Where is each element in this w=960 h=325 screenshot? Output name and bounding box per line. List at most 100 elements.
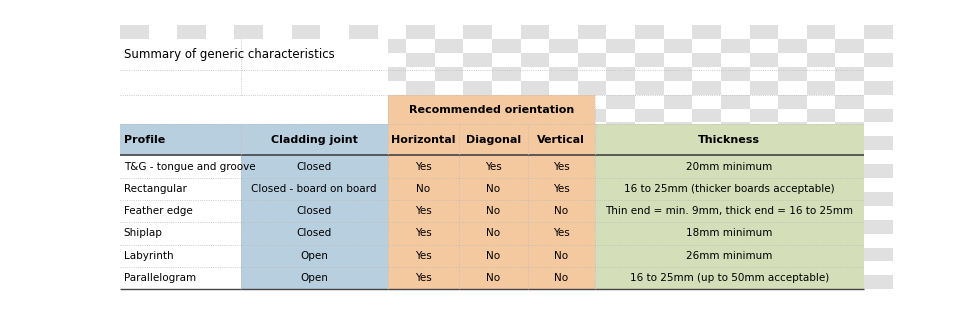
FancyBboxPatch shape	[388, 267, 594, 289]
FancyBboxPatch shape	[120, 220, 149, 234]
FancyBboxPatch shape	[377, 67, 406, 81]
FancyBboxPatch shape	[835, 39, 864, 53]
FancyBboxPatch shape	[779, 150, 806, 164]
FancyBboxPatch shape	[864, 109, 893, 123]
FancyBboxPatch shape	[492, 95, 520, 109]
FancyBboxPatch shape	[636, 81, 663, 95]
FancyBboxPatch shape	[607, 95, 636, 109]
FancyBboxPatch shape	[578, 192, 607, 206]
FancyBboxPatch shape	[234, 220, 263, 234]
FancyBboxPatch shape	[492, 178, 520, 192]
Text: Yes: Yes	[415, 273, 432, 283]
FancyBboxPatch shape	[750, 220, 779, 234]
FancyBboxPatch shape	[806, 25, 835, 39]
FancyBboxPatch shape	[721, 206, 750, 220]
FancyBboxPatch shape	[292, 109, 321, 123]
FancyBboxPatch shape	[435, 150, 464, 164]
FancyBboxPatch shape	[578, 25, 607, 39]
FancyBboxPatch shape	[292, 81, 321, 95]
Text: Yes: Yes	[553, 228, 569, 239]
FancyBboxPatch shape	[234, 248, 263, 261]
FancyBboxPatch shape	[520, 164, 549, 178]
FancyBboxPatch shape	[663, 234, 692, 248]
Text: Closed: Closed	[297, 228, 332, 239]
Text: Feather edge: Feather edge	[124, 206, 192, 216]
FancyBboxPatch shape	[205, 234, 234, 248]
FancyBboxPatch shape	[120, 192, 149, 206]
FancyBboxPatch shape	[692, 275, 721, 289]
FancyBboxPatch shape	[406, 25, 435, 39]
FancyBboxPatch shape	[377, 95, 406, 109]
FancyBboxPatch shape	[492, 123, 520, 136]
FancyBboxPatch shape	[692, 53, 721, 67]
FancyBboxPatch shape	[178, 81, 205, 95]
FancyBboxPatch shape	[607, 39, 636, 53]
Text: Yes: Yes	[415, 206, 432, 216]
FancyBboxPatch shape	[205, 67, 234, 81]
FancyBboxPatch shape	[692, 136, 721, 150]
FancyBboxPatch shape	[578, 53, 607, 67]
FancyBboxPatch shape	[263, 123, 292, 136]
FancyBboxPatch shape	[663, 261, 692, 275]
FancyBboxPatch shape	[120, 200, 241, 222]
FancyBboxPatch shape	[241, 245, 388, 267]
Text: Cladding joint: Cladding joint	[271, 135, 358, 145]
Text: Rectangular: Rectangular	[124, 184, 186, 194]
FancyBboxPatch shape	[406, 248, 435, 261]
FancyBboxPatch shape	[263, 67, 292, 81]
FancyBboxPatch shape	[636, 164, 663, 178]
Text: Profile: Profile	[124, 135, 165, 145]
FancyBboxPatch shape	[321, 123, 348, 136]
FancyBboxPatch shape	[120, 164, 149, 178]
Text: 18mm minimum: 18mm minimum	[686, 228, 773, 239]
Text: No: No	[486, 251, 500, 261]
FancyBboxPatch shape	[750, 248, 779, 261]
Text: T&G - tongue and groove: T&G - tongue and groove	[124, 162, 255, 172]
FancyBboxPatch shape	[520, 248, 549, 261]
FancyBboxPatch shape	[779, 234, 806, 248]
FancyBboxPatch shape	[406, 220, 435, 234]
FancyBboxPatch shape	[864, 164, 893, 178]
Text: 16 to 25mm (thicker boards acceptable): 16 to 25mm (thicker boards acceptable)	[624, 184, 834, 194]
FancyBboxPatch shape	[594, 245, 864, 267]
FancyBboxPatch shape	[806, 192, 835, 206]
FancyBboxPatch shape	[721, 150, 750, 164]
FancyBboxPatch shape	[388, 178, 594, 200]
FancyBboxPatch shape	[750, 81, 779, 95]
FancyBboxPatch shape	[120, 222, 241, 245]
FancyBboxPatch shape	[692, 81, 721, 95]
FancyBboxPatch shape	[721, 123, 750, 136]
Text: Yes: Yes	[553, 184, 569, 194]
FancyBboxPatch shape	[149, 261, 178, 275]
FancyBboxPatch shape	[205, 39, 234, 53]
FancyBboxPatch shape	[388, 200, 594, 222]
FancyBboxPatch shape	[835, 67, 864, 81]
FancyBboxPatch shape	[435, 206, 464, 220]
FancyBboxPatch shape	[348, 53, 377, 67]
FancyBboxPatch shape	[721, 234, 750, 248]
FancyBboxPatch shape	[578, 220, 607, 234]
FancyBboxPatch shape	[750, 275, 779, 289]
FancyBboxPatch shape	[321, 206, 348, 220]
FancyBboxPatch shape	[348, 192, 377, 206]
FancyBboxPatch shape	[636, 275, 663, 289]
FancyBboxPatch shape	[492, 234, 520, 248]
Text: Open: Open	[300, 251, 328, 261]
FancyBboxPatch shape	[549, 95, 578, 109]
FancyBboxPatch shape	[388, 245, 594, 267]
FancyBboxPatch shape	[388, 222, 594, 245]
FancyBboxPatch shape	[120, 155, 241, 178]
FancyBboxPatch shape	[464, 136, 492, 150]
FancyBboxPatch shape	[348, 220, 377, 234]
FancyBboxPatch shape	[292, 164, 321, 178]
Text: No: No	[554, 206, 568, 216]
FancyBboxPatch shape	[520, 53, 549, 67]
Text: No: No	[486, 206, 500, 216]
FancyBboxPatch shape	[520, 192, 549, 206]
FancyBboxPatch shape	[636, 192, 663, 206]
FancyBboxPatch shape	[607, 123, 636, 136]
FancyBboxPatch shape	[178, 164, 205, 178]
FancyBboxPatch shape	[520, 109, 549, 123]
FancyBboxPatch shape	[636, 53, 663, 67]
FancyBboxPatch shape	[835, 123, 864, 136]
